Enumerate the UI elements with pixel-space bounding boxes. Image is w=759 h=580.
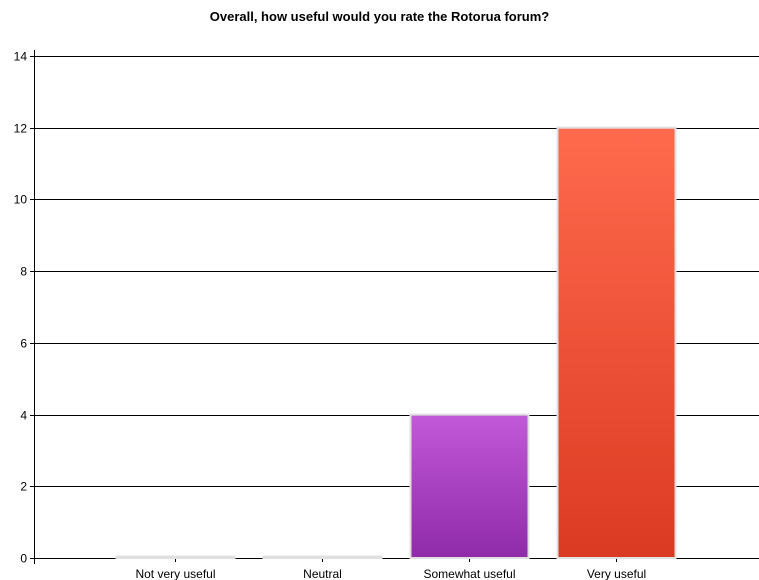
- chart-title: Overall, how useful would you rate the R…: [209, 9, 550, 24]
- y-tick-label: 12: [14, 122, 28, 136]
- bar-somewhat-useful: [409, 413, 530, 560]
- y-tick-label: 10: [14, 193, 28, 207]
- x-tick-label: Very useful: [587, 567, 646, 580]
- bars: [115, 126, 677, 560]
- y-tick-labels: 0 2 4 6 8 10 12 14: [14, 50, 28, 566]
- y-tick-label: 0: [20, 552, 27, 566]
- y-tick-label: 2: [20, 480, 27, 494]
- y-tick-label: 14: [14, 50, 28, 64]
- y-tick-label: 6: [20, 337, 27, 351]
- bar-very-useful: [556, 126, 677, 559]
- x-tick-labels: Not very useful Neutral Somewhat useful Ver…: [135, 567, 646, 580]
- x-tick-label: Somewhat useful: [423, 567, 515, 580]
- y-tick-label: 4: [20, 409, 27, 423]
- x-tick-label: Neutral: [303, 567, 342, 580]
- y-tick-label: 8: [20, 265, 27, 279]
- x-tick-label: Not very useful: [135, 567, 215, 580]
- bar-neutral: [262, 555, 383, 559]
- bar-not-very-useful: [115, 555, 236, 559]
